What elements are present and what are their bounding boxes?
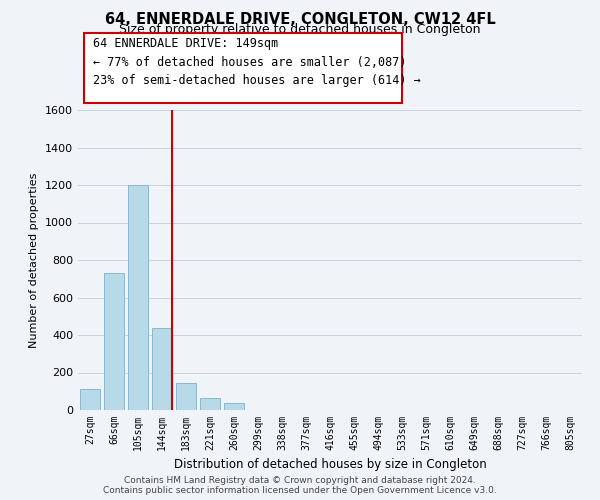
Text: ← 77% of detached houses are smaller (2,087): ← 77% of detached houses are smaller (2,… <box>93 56 407 68</box>
Bar <box>104 273 124 410</box>
Bar <box>128 185 148 410</box>
Bar <box>200 398 220 410</box>
Bar <box>176 383 196 410</box>
Text: 64, ENNERDALE DRIVE, CONGLETON, CW12 4FL: 64, ENNERDALE DRIVE, CONGLETON, CW12 4FL <box>104 12 496 28</box>
Text: Contains HM Land Registry data © Crown copyright and database right 2024.: Contains HM Land Registry data © Crown c… <box>124 476 476 485</box>
Text: 23% of semi-detached houses are larger (614) →: 23% of semi-detached houses are larger (… <box>93 74 421 88</box>
Bar <box>224 404 244 410</box>
Y-axis label: Number of detached properties: Number of detached properties <box>29 172 40 348</box>
Text: Size of property relative to detached houses in Congleton: Size of property relative to detached ho… <box>119 22 481 36</box>
Bar <box>80 390 100 410</box>
Text: Contains public sector information licensed under the Open Government Licence v3: Contains public sector information licen… <box>103 486 497 495</box>
Bar <box>152 328 172 410</box>
Text: 64 ENNERDALE DRIVE: 149sqm: 64 ENNERDALE DRIVE: 149sqm <box>93 36 278 50</box>
X-axis label: Distribution of detached houses by size in Congleton: Distribution of detached houses by size … <box>173 458 487 471</box>
